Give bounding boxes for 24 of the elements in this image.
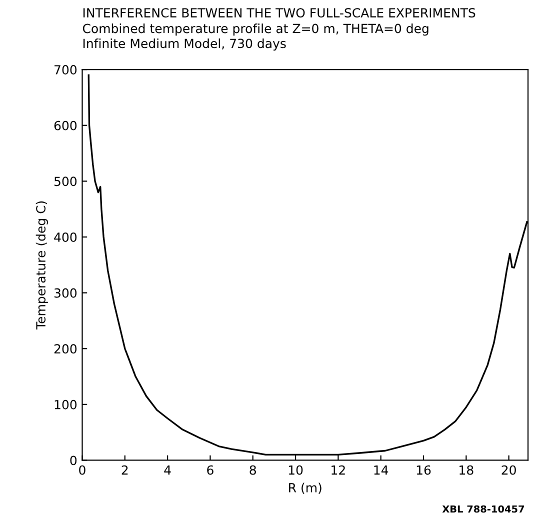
y-tick-label: 700 xyxy=(54,65,77,74)
text: XBL 788-10457 xyxy=(442,505,524,513)
x-tick-label: 8 xyxy=(250,465,256,475)
y-tick-label: 300 xyxy=(54,288,77,298)
y-tick-label: 600 xyxy=(54,120,77,130)
x-tick-label: 12 xyxy=(332,465,345,475)
y-tick-label: 500 xyxy=(54,176,77,186)
x-tick-label: 6 xyxy=(207,465,214,475)
x-tick-label: 16 xyxy=(416,465,431,475)
y-axis-title: Temperature (deg C) xyxy=(36,201,48,330)
x-tick-label: 20 xyxy=(502,465,516,475)
y-tick-label: 0 xyxy=(70,456,77,466)
x-tick-label: 2 xyxy=(122,465,128,475)
x-tick-label: 10 xyxy=(288,465,303,475)
y-tick-label: 200 xyxy=(54,344,77,354)
x-axis-title: R (m) xyxy=(289,482,322,494)
y-tick-label: 400 xyxy=(54,232,77,242)
y-tick-label: 100 xyxy=(54,400,77,410)
x-tick-label: 14 xyxy=(374,465,388,475)
x-tick-label: 0 xyxy=(79,465,86,475)
chart-title: INTERFERENCE BETWEEN THE TWO FULL-SCALE EXPERIMENTS xyxy=(83,8,476,18)
x-tick-label: 4 xyxy=(164,465,171,475)
x-tick-label: 18 xyxy=(460,465,474,475)
chart-subtitle: Combined temperature profile at Z=0 m, THETA=0 deg Infinite Medium Model, 730 days xyxy=(82,24,428,51)
